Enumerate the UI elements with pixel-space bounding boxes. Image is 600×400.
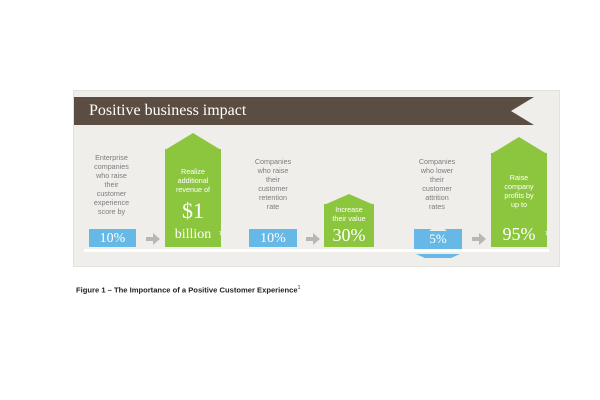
- banner: Positive business impact: [74, 97, 534, 125]
- right-arrow-icon: [472, 233, 486, 245]
- retention-value: 10%: [260, 231, 286, 246]
- baseline: [84, 249, 549, 252]
- revenue-footnote-mark: 1: [219, 231, 222, 237]
- value-increase-card: Increase their value 30%: [324, 194, 374, 247]
- profits-description: Raise company profits by up to: [504, 173, 534, 209]
- profits-card-pennant: [491, 137, 547, 154]
- value-increase-card-pennant: [324, 194, 374, 205]
- figure-caption: Figure 1 – The Importance of a Positive …: [76, 285, 300, 295]
- attrition-value: 5%: [429, 231, 447, 246]
- enterprise-description: Enterprise companies who raise their cus…: [93, 153, 130, 216]
- right-arrow-icon: [146, 233, 160, 245]
- infographic-panel: Positive business impact Enterprise comp…: [73, 90, 560, 267]
- revenue-value-big: $1: [182, 198, 204, 223]
- figure-caption-superscript: 1: [297, 285, 301, 291]
- value-increase-description: Increase their value: [332, 205, 366, 223]
- attrition-description: Companies who lower their customer attri…: [418, 157, 456, 211]
- figure-caption-text: Figure 1 – The Importance of a Positive …: [76, 285, 298, 295]
- attrition-under-bar: [416, 254, 460, 258]
- profits-footnote-mark: 1: [545, 231, 548, 237]
- attrition-value-box: 5%: [414, 229, 462, 249]
- enterprise-value: 10%: [99, 231, 126, 246]
- revenue-description: Realize additional revenue of: [176, 167, 210, 194]
- retention-description: Companies who raise their customer reten…: [254, 157, 292, 211]
- right-arrow-icon: [306, 233, 320, 245]
- revenue-value-small: billion: [174, 227, 212, 242]
- retention-value-box: 10%: [249, 229, 297, 247]
- revenue-card: Realize additional revenue of $1 billion: [165, 133, 221, 247]
- profits-value: 95%: [502, 224, 536, 244]
- attrition-box-notch: [429, 224, 447, 231]
- enterprise-value-box: 10%: [89, 229, 136, 247]
- banner-title: Positive business impact: [89, 102, 247, 119]
- profits-card: Raise company profits by up to 95%: [491, 137, 547, 247]
- value-increase-value: 30%: [332, 225, 366, 245]
- revenue-card-pennant: [165, 133, 221, 150]
